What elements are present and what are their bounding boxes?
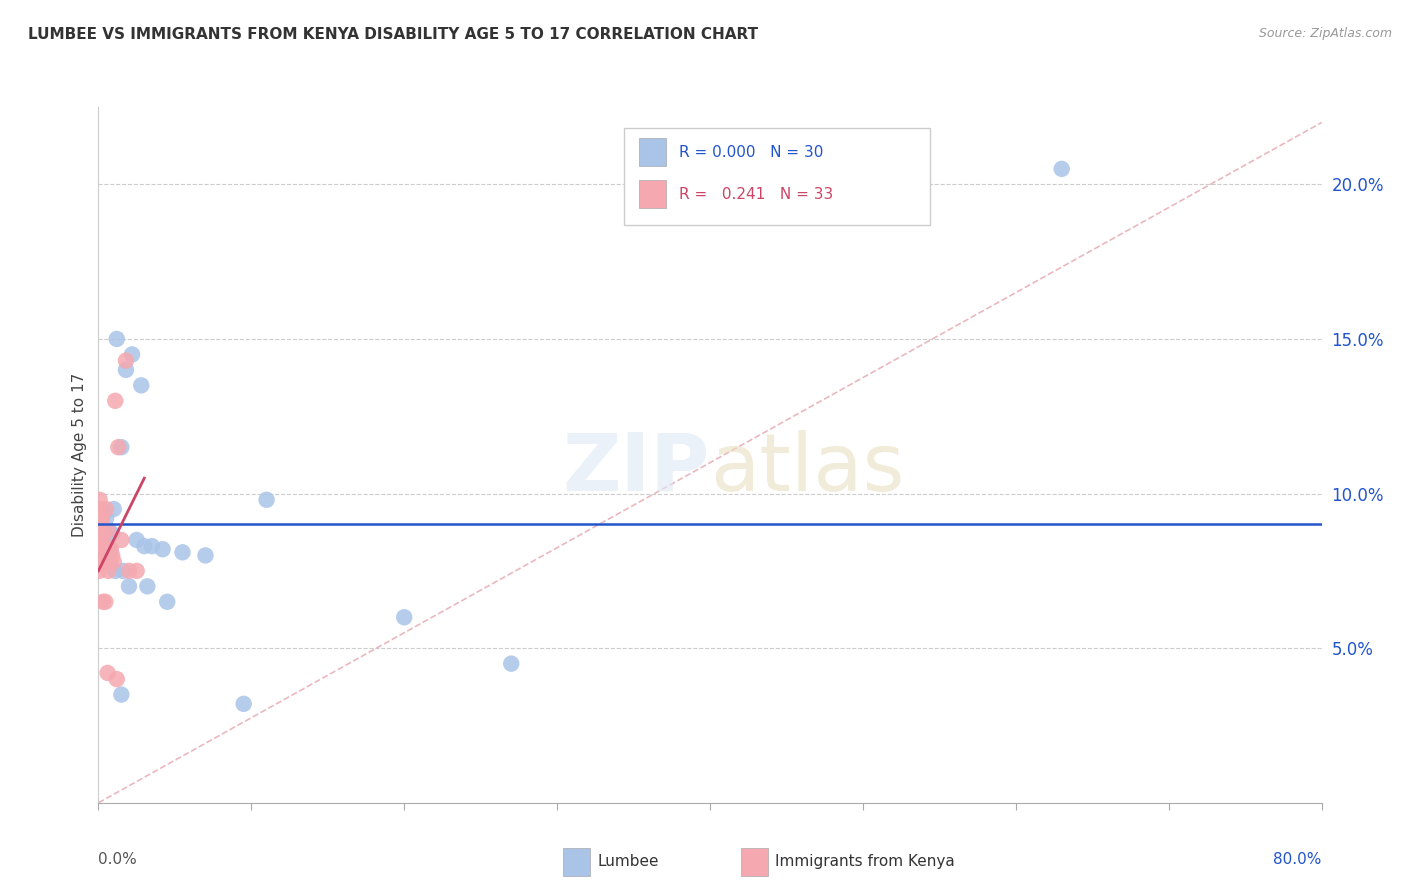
Point xyxy=(94,502,117,516)
Point xyxy=(115,363,138,377)
Point xyxy=(152,542,174,557)
Point xyxy=(91,526,114,541)
Point xyxy=(90,524,112,538)
Text: Source: ZipAtlas.com: Source: ZipAtlas.com xyxy=(1258,27,1392,40)
Point xyxy=(93,549,115,563)
Point xyxy=(136,579,159,593)
Point xyxy=(89,533,111,547)
Point xyxy=(98,555,121,569)
Point xyxy=(97,665,120,680)
Point xyxy=(91,508,114,523)
Point xyxy=(156,595,179,609)
Point xyxy=(96,549,118,563)
Point xyxy=(98,524,121,538)
Point xyxy=(103,502,125,516)
Point xyxy=(104,564,127,578)
Point xyxy=(90,511,112,525)
Point xyxy=(110,533,132,547)
FancyBboxPatch shape xyxy=(624,128,931,226)
Point xyxy=(110,440,132,454)
Point xyxy=(105,672,128,686)
Point xyxy=(103,555,125,569)
Point xyxy=(121,347,143,361)
Point xyxy=(392,610,416,624)
Text: 80.0%: 80.0% xyxy=(1274,852,1322,866)
Point xyxy=(97,549,120,563)
Bar xyxy=(564,848,591,876)
Bar xyxy=(640,180,666,208)
Point xyxy=(172,545,194,559)
Point xyxy=(194,549,217,563)
Point xyxy=(118,579,141,593)
Point xyxy=(93,533,115,547)
Point xyxy=(129,378,152,392)
Point xyxy=(501,657,523,671)
Point xyxy=(89,492,111,507)
Point xyxy=(91,533,114,547)
Point xyxy=(101,549,124,563)
Text: Immigrants from Kenya: Immigrants from Kenya xyxy=(775,855,955,870)
Point xyxy=(89,517,111,532)
Point xyxy=(93,539,115,553)
Point xyxy=(105,332,128,346)
Point xyxy=(134,539,156,553)
Point xyxy=(110,688,132,702)
Point xyxy=(94,595,117,609)
Bar xyxy=(640,138,666,166)
Bar xyxy=(741,848,768,876)
Point xyxy=(97,524,120,538)
Text: LUMBEE VS IMMIGRANTS FROM KENYA DISABILITY AGE 5 TO 17 CORRELATION CHART: LUMBEE VS IMMIGRANTS FROM KENYA DISABILI… xyxy=(28,27,758,42)
Point xyxy=(94,511,117,525)
Point xyxy=(118,564,141,578)
Point xyxy=(125,564,148,578)
Point xyxy=(100,542,122,557)
Point xyxy=(89,502,111,516)
Point xyxy=(97,564,120,578)
Point xyxy=(1050,161,1073,176)
Point xyxy=(232,697,254,711)
Point xyxy=(101,526,124,541)
Y-axis label: Disability Age 5 to 17: Disability Age 5 to 17 xyxy=(72,373,87,537)
Point xyxy=(90,539,112,553)
Point xyxy=(104,393,127,408)
Point xyxy=(100,542,122,557)
Text: R = 0.000   N = 30: R = 0.000 N = 30 xyxy=(679,145,824,160)
Point xyxy=(98,542,121,557)
Point xyxy=(94,555,117,569)
Point xyxy=(91,595,114,609)
Point xyxy=(90,511,112,525)
Point xyxy=(89,564,111,578)
Point xyxy=(111,564,134,578)
Text: Lumbee: Lumbee xyxy=(598,855,659,870)
Text: atlas: atlas xyxy=(710,430,904,508)
Text: R =   0.241   N = 33: R = 0.241 N = 33 xyxy=(679,186,834,202)
Point xyxy=(125,533,148,547)
Text: ZIP: ZIP xyxy=(562,430,710,508)
Point xyxy=(115,353,138,368)
Text: 0.0%: 0.0% xyxy=(98,852,138,866)
Point xyxy=(256,492,278,507)
Point xyxy=(107,440,129,454)
Point xyxy=(141,539,163,553)
